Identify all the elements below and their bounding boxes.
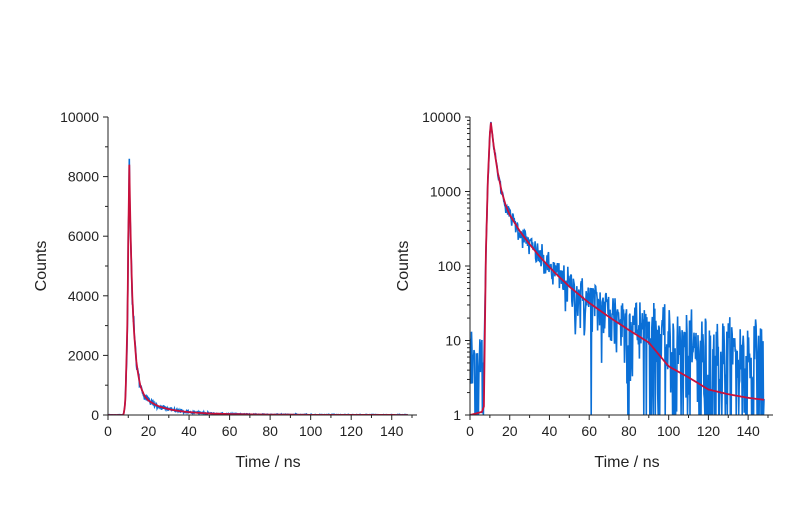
y-tick-label: 8000: [68, 169, 99, 185]
series-measured-line: [470, 121, 765, 415]
y-tick-label: 1000: [430, 184, 461, 200]
series-fit-line: [108, 164, 408, 415]
x-tick-label: 40: [181, 423, 197, 439]
y-tick-label: 0: [91, 407, 99, 423]
x-tick-label: 20: [502, 423, 518, 439]
x-tick-label: 100: [657, 423, 681, 439]
x-tick-label: 80: [262, 423, 278, 439]
x-tick-label: 60: [222, 423, 238, 439]
x-tick-label: 140: [380, 423, 404, 439]
y-tick-label: 6000: [68, 228, 99, 244]
x-axis-title: Time / ns: [594, 454, 659, 471]
x-tick-label: 100: [299, 423, 323, 439]
plot-panel-log: 0 20 40 60 80 100 120 140 1 10 100 1000 10000 Time / …: [395, 109, 773, 471]
y-axis-title: Counts: [395, 241, 412, 292]
x-tick-label: 120: [340, 423, 364, 439]
series-measured-line: [108, 158, 408, 415]
y-tick-label: 10000: [60, 109, 99, 125]
x-tick-label: 60: [581, 423, 597, 439]
plot-panel-linear: 0 20 40 60 80 100 120 140 0 2000 4000 6000 8000 10000…: [33, 109, 417, 471]
series-fit-line: [470, 122, 765, 415]
y-axis-title: Counts: [33, 241, 50, 292]
y-tick-label: 2000: [68, 347, 99, 363]
y-tick-label: 10000: [422, 109, 461, 125]
x-tick-label: 0: [466, 423, 474, 439]
x-tick-label: 120: [697, 423, 721, 439]
x-tick-label: 40: [542, 423, 558, 439]
x-axis-title: Time / ns: [235, 454, 300, 471]
y-tick-label: 100: [438, 258, 462, 274]
x-tick-label: 140: [736, 423, 760, 439]
x-tick-label: 80: [621, 423, 637, 439]
y-tick-label: 10: [445, 333, 461, 349]
y-tick-label: 4000: [68, 288, 99, 304]
x-tick-label: 0: [104, 423, 112, 439]
y-tick-label: 1: [453, 407, 461, 423]
x-tick-label: 20: [141, 423, 157, 439]
